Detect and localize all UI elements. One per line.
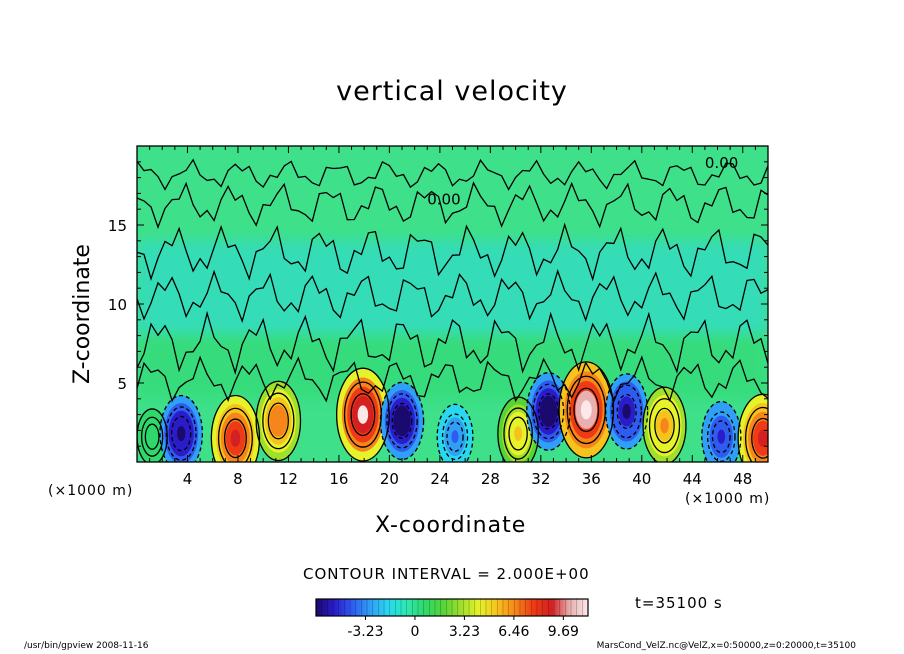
x-unit-label-right: (×1000 m): [685, 491, 771, 507]
colorbar-tick-label: 6.46: [498, 624, 529, 640]
cell-10-layer-4: [622, 403, 631, 419]
x-tick-label: 40: [632, 470, 651, 488]
cell-12-layer-4: [717, 429, 726, 444]
contour-cell-6-0: [436, 403, 474, 462]
contour-labels: 0.00 0.00: [427, 154, 738, 208]
contour-cell-1-0: [159, 394, 204, 462]
cell-13-layer-4: [757, 429, 768, 448]
footer-left: /usr/bin/gpview 2008-11-16: [24, 641, 149, 651]
x-tick-label: 36: [582, 470, 601, 488]
y-tick-label: 5: [117, 375, 127, 393]
cell-0-layer-4: [149, 431, 156, 443]
contour-interval-label: CONTOUR INTERVAL = 2.000E+00: [303, 565, 590, 583]
contour-cell-8-2: [538, 393, 559, 430]
x-axis-label: X-coordinate: [375, 513, 527, 538]
contour-cell-8-1: [532, 383, 565, 440]
contour-cell-3-1: [262, 392, 295, 450]
cell-8-layer-4: [544, 403, 553, 420]
contour-cell-3-0: [255, 380, 302, 462]
x-tick-label: 32: [531, 470, 550, 488]
x-tick-label: 16: [329, 470, 348, 488]
contour-cell-1-1: [165, 406, 197, 461]
contour-cell-2-2: [223, 418, 247, 459]
contour-level-3: [137, 268, 768, 324]
contour-cell-5-1: [386, 393, 418, 449]
contour-cell-8-0: [526, 371, 571, 451]
x-unit-label-left: (×1000 m): [48, 483, 134, 499]
contour-lines: [137, 158, 768, 462]
colorbar: -3.23 0 3.23 6.46 9.69: [315, 598, 589, 640]
contour-cell-1-2: [170, 415, 192, 452]
x-tick-label: 20: [380, 470, 399, 488]
contour-cell-9-0: [558, 361, 615, 459]
chart-title: vertical velocity: [336, 76, 568, 107]
contour-cell-9-2: [573, 387, 600, 433]
x-tick-label: 24: [430, 470, 449, 488]
x-tick-label: 44: [683, 470, 702, 488]
x-axis-ticks: 4 8 12 16 20 24 28 32 36 40 44 48: [136, 146, 769, 488]
colorbar-tick-label: -3.23: [347, 624, 383, 640]
contour-level-0: [137, 158, 768, 191]
x-tick-label: 48: [733, 470, 752, 488]
contour-cell-2-0: [210, 394, 261, 462]
contour-cell-7-1: [503, 407, 533, 460]
contour-cell-3-2: [267, 402, 289, 440]
colorbar-tick-label: 9.69: [548, 624, 579, 640]
contour-cell-6-1: [441, 413, 469, 461]
cell-3-layer-4: [273, 413, 283, 429]
footer-right: MarsCond_VelZ.nc@VelZ,x=0:50000,z=0:2000…: [596, 641, 856, 651]
contour-cell-12-0: [701, 400, 742, 462]
cell-7-layer-4: [514, 426, 523, 441]
contour-label-0: 0.00: [427, 190, 460, 208]
contour-level-4: [137, 310, 768, 375]
y-tick-label: 10: [108, 296, 127, 314]
contour-level-5: [137, 355, 768, 404]
y-tick-label: 15: [108, 217, 127, 235]
contour-level-1: [137, 181, 768, 230]
contour-cell-5-0: [379, 381, 425, 461]
contour-label-1: 0.00: [705, 154, 738, 172]
x-tick-label: 8: [233, 470, 243, 488]
contour-cell-13-1: [744, 406, 768, 462]
cell-5-layer-4: [397, 413, 407, 429]
cell-11-layer-4: [660, 417, 669, 434]
contour-cell-10-0: [605, 373, 649, 450]
contour-cell-13-2: [751, 417, 768, 459]
x-tick-label: 4: [183, 470, 193, 488]
y-axis-ticks: 5 10 15: [108, 145, 768, 463]
time-label: t=35100 s: [635, 594, 723, 612]
x-tick-label: 28: [481, 470, 500, 488]
colorbar-border: [315, 598, 589, 617]
x-tick-label: 12: [279, 470, 298, 488]
cell-6-layer-4: [451, 430, 459, 444]
colorbar-tick-label: 3.23: [449, 624, 480, 640]
contour-cell-11-1: [648, 398, 681, 454]
contour-cell-11-0: [642, 386, 687, 462]
contour-cell-11-2: [654, 407, 675, 444]
contour-cell-12-2: [711, 420, 731, 454]
contour-cell-0-1: [140, 416, 164, 457]
contour-cell-4-1: [343, 381, 382, 448]
contour-cell-10-2: [616, 393, 637, 430]
contour-cell-4-2: [350, 393, 376, 437]
contour-cell-9-1: [566, 375, 606, 445]
contour-cell-7-2: [508, 416, 528, 451]
contour-cell-10-1: [611, 384, 642, 439]
contour-cell-2-1: [217, 407, 253, 462]
cell-2-layer-4: [230, 429, 241, 447]
cell-1-layer-4: [176, 425, 186, 442]
contour-cell-4-0: [336, 367, 390, 462]
colorbar-tick-label: 0: [410, 624, 419, 640]
cell-4-layer-4: [357, 405, 369, 424]
cell-9-layer-4: [580, 400, 592, 420]
contour-level-2: [137, 222, 768, 282]
contour-cell-6-2: [446, 421, 464, 452]
contour-cell-0-2: [144, 423, 160, 450]
contour-cell-5-2: [391, 402, 413, 439]
